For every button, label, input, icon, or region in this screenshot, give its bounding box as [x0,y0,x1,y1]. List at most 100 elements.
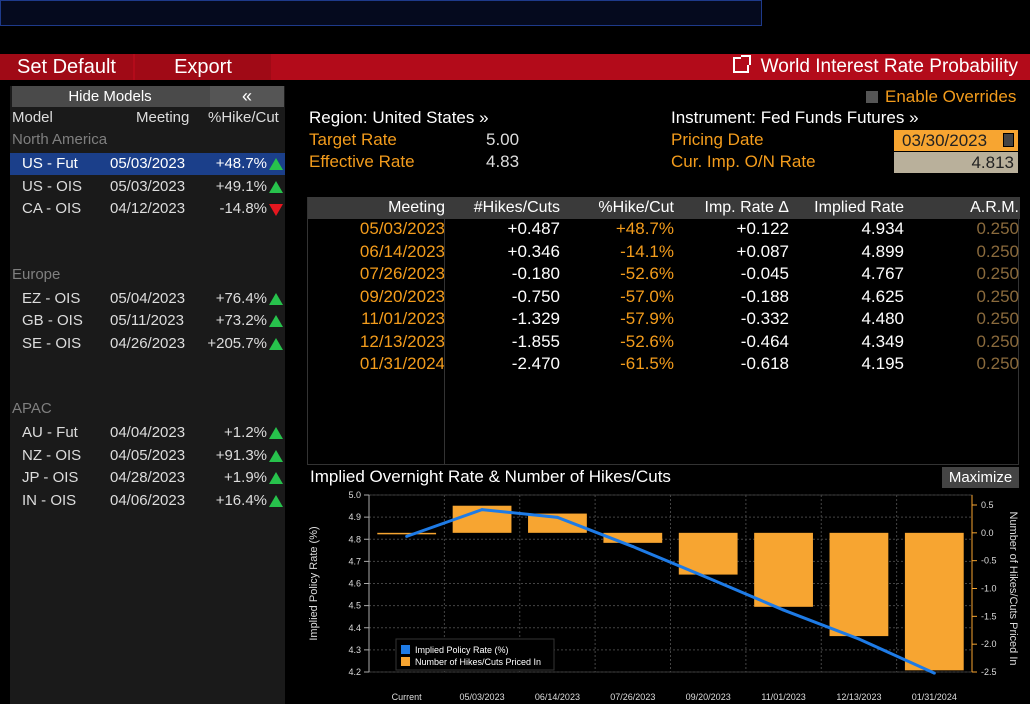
model-meeting: 04/28/2023 [110,469,186,486]
table-row[interactable]: 01/31/2024 -2.470 -61.5% -0.618 4.195 0.250 [308,354,1020,376]
calendar-icon[interactable] [1003,133,1014,147]
window-title[interactable]: World Interest Rate Probability [732,54,1018,80]
model-row[interactable]: US - Fut 05/03/2023 +48.7% [10,153,285,175]
column-header-hike-cut[interactable]: %Hike/Cut [208,109,279,126]
export-button[interactable]: Export [135,54,271,80]
table-cell: 0.250 [976,309,1019,328]
triangle-up-icon [269,337,283,350]
table-row[interactable]: 06/14/2023 +0.346 -14.1% +0.087 4.899 0.250 [308,242,1020,264]
model-name: CA - OIS [22,200,82,217]
command-line-input[interactable] [0,0,762,26]
model-meeting: 04/26/2023 [110,334,186,352]
x-tick-label: 06/14/2023 [535,692,580,702]
table-cell: 01/31/2024 [359,354,445,373]
table-cell: 12/13/2023 [359,331,445,351]
table-cell: 0.250 [976,241,1019,261]
table-divider [444,219,445,465]
table-cell: 4.480 [861,309,904,328]
legend-swatch-bar [401,657,410,666]
table-row[interactable]: 05/03/2023 +0.487 +48.7% +0.122 4.934 0.250 [308,219,1020,241]
model-row[interactable]: IN - OIS 04/06/2023 +16.4% [10,490,285,512]
model-row[interactable]: JP - OIS 04/28/2023 +1.9% [10,467,285,489]
x-tick-label: 05/03/2023 [460,692,505,702]
column-header[interactable]: Meeting [388,199,445,216]
maximize-button[interactable]: Maximize [942,467,1019,488]
model-hike-cut: +1.2% [224,424,267,441]
implied-rate-point [631,545,635,549]
column-header[interactable]: A.R.M. [970,199,1019,216]
model-row[interactable]: EZ - OIS 05/04/2023 +76.4% [10,288,285,310]
region-header: Europe [12,265,61,283]
meetings-table: Meeting #Hikes/Cuts %Hike/Cut Imp. Rate Δ Im… [307,197,1020,465]
model-row[interactable]: NZ - OIS 04/05/2023 +91.3% [10,445,285,467]
table-cell: -52.6% [620,264,674,283]
column-header-model[interactable]: Model [12,109,53,126]
column-header[interactable]: #Hikes/Cuts [473,199,560,216]
implied-rate-point [932,671,936,675]
table-cell: -0.332 [740,309,789,328]
triangle-up-icon [269,158,283,170]
pricing-date-label: Pricing Date [671,130,764,149]
model-row[interactable]: SE - OIS 04/26/2023 +205.7% [10,333,285,355]
model-hike-cut: -14.8% [219,200,267,217]
column-header[interactable]: %Hike/Cut [598,199,674,216]
table-row[interactable]: 09/20/2023 -0.750 -57.0% -0.188 4.625 0.250 [308,287,1020,309]
x-tick-label: 12/13/2023 [836,692,881,702]
model-name: JP - OIS [22,469,79,486]
model-row[interactable]: CA - OIS 04/12/2023 -14.8% [10,198,285,220]
x-tick-label: 07/26/2023 [610,692,655,702]
table-cell: -61.5% [620,354,674,373]
column-header[interactable]: Imp. Rate Δ [704,199,790,216]
region-selector[interactable]: Region: United States » [309,108,489,127]
hikes-cuts-bar [829,532,889,637]
model-name: IN - OIS [22,491,77,509]
table-cell: -1.855 [511,331,560,351]
target-rate-label: Target Rate [309,130,397,149]
column-header[interactable]: Implied Rate [814,199,904,216]
model-row[interactable]: AU - Fut 04/04/2023 +1.2% [10,422,285,444]
implied-rate-point [405,534,409,538]
model-name: GB - OIS [22,312,83,329]
cur-imp-rate-input[interactable]: 4.813 [894,152,1018,173]
y-tick-label: 4.7 [348,556,361,566]
hide-models-button[interactable]: Hide Models [68,88,152,105]
column-header-meeting[interactable]: Meeting [136,109,190,126]
chart-title: Implied Overnight Rate & Number of Hikes… [310,467,671,486]
x-tick-label: Current [392,692,423,702]
table-row[interactable]: 11/01/2023 -1.329 -57.9% -0.332 4.480 0.250 [308,309,1020,331]
model-meeting: 05/04/2023 [110,289,186,307]
table-cell: -0.180 [511,264,560,283]
pop-out-icon[interactable] [732,55,751,73]
table-cell: -52.6% [620,331,674,351]
model-row[interactable]: GB - OIS 05/11/2023 +73.2% [10,310,285,332]
table-row[interactable]: 12/13/2023 -1.855 -52.6% -0.464 4.349 0.250 [308,332,1020,354]
implied-rate-point [782,608,786,612]
model-meeting: 05/11/2023 [110,312,184,329]
table-cell: 4.625 [861,286,904,306]
model-name: US - OIS [22,177,83,195]
x-tick-label: 01/31/2024 [912,692,957,702]
enable-overrides-label[interactable]: Enable Overrides [885,87,1017,106]
pricing-date-input[interactable]: 03/30/2023 [894,130,1018,151]
toolbar: Set Default Export World Interest Rate P… [0,54,1030,80]
model-name: US - Fut [22,155,78,172]
table-cell: -57.9% [620,309,674,328]
triangle-up-icon [269,180,283,193]
model-hike-cut: +48.7% [215,155,267,172]
instrument-selector[interactable]: Instrument: Fed Funds Futures » [671,108,919,127]
model-row[interactable]: US - OIS 05/03/2023 +49.1% [10,176,285,198]
model-meeting: 04/06/2023 [110,491,186,509]
table-row[interactable]: 07/26/2023 -0.180 -52.6% -0.045 4.767 0.250 [308,264,1020,286]
y2-tick-label: 0.0 [981,528,994,538]
model-meeting: 04/12/2023 [110,200,186,217]
table-cell: +48.7% [615,219,674,238]
set-default-button[interactable]: Set Default [0,54,133,80]
model-name: SE - OIS [22,334,82,352]
hikes-cuts-bar [904,532,964,671]
enable-overrides-checkbox[interactable] [866,91,878,103]
table-cell: 05/03/2023 [359,219,445,238]
cur-imp-rate-label: Cur. Imp. O/N Rate [671,152,816,171]
x-tick-label: 11/01/2023 [761,692,805,702]
collapse-panel-icon[interactable]: « [210,86,284,107]
hikes-cuts-bar [678,532,738,575]
